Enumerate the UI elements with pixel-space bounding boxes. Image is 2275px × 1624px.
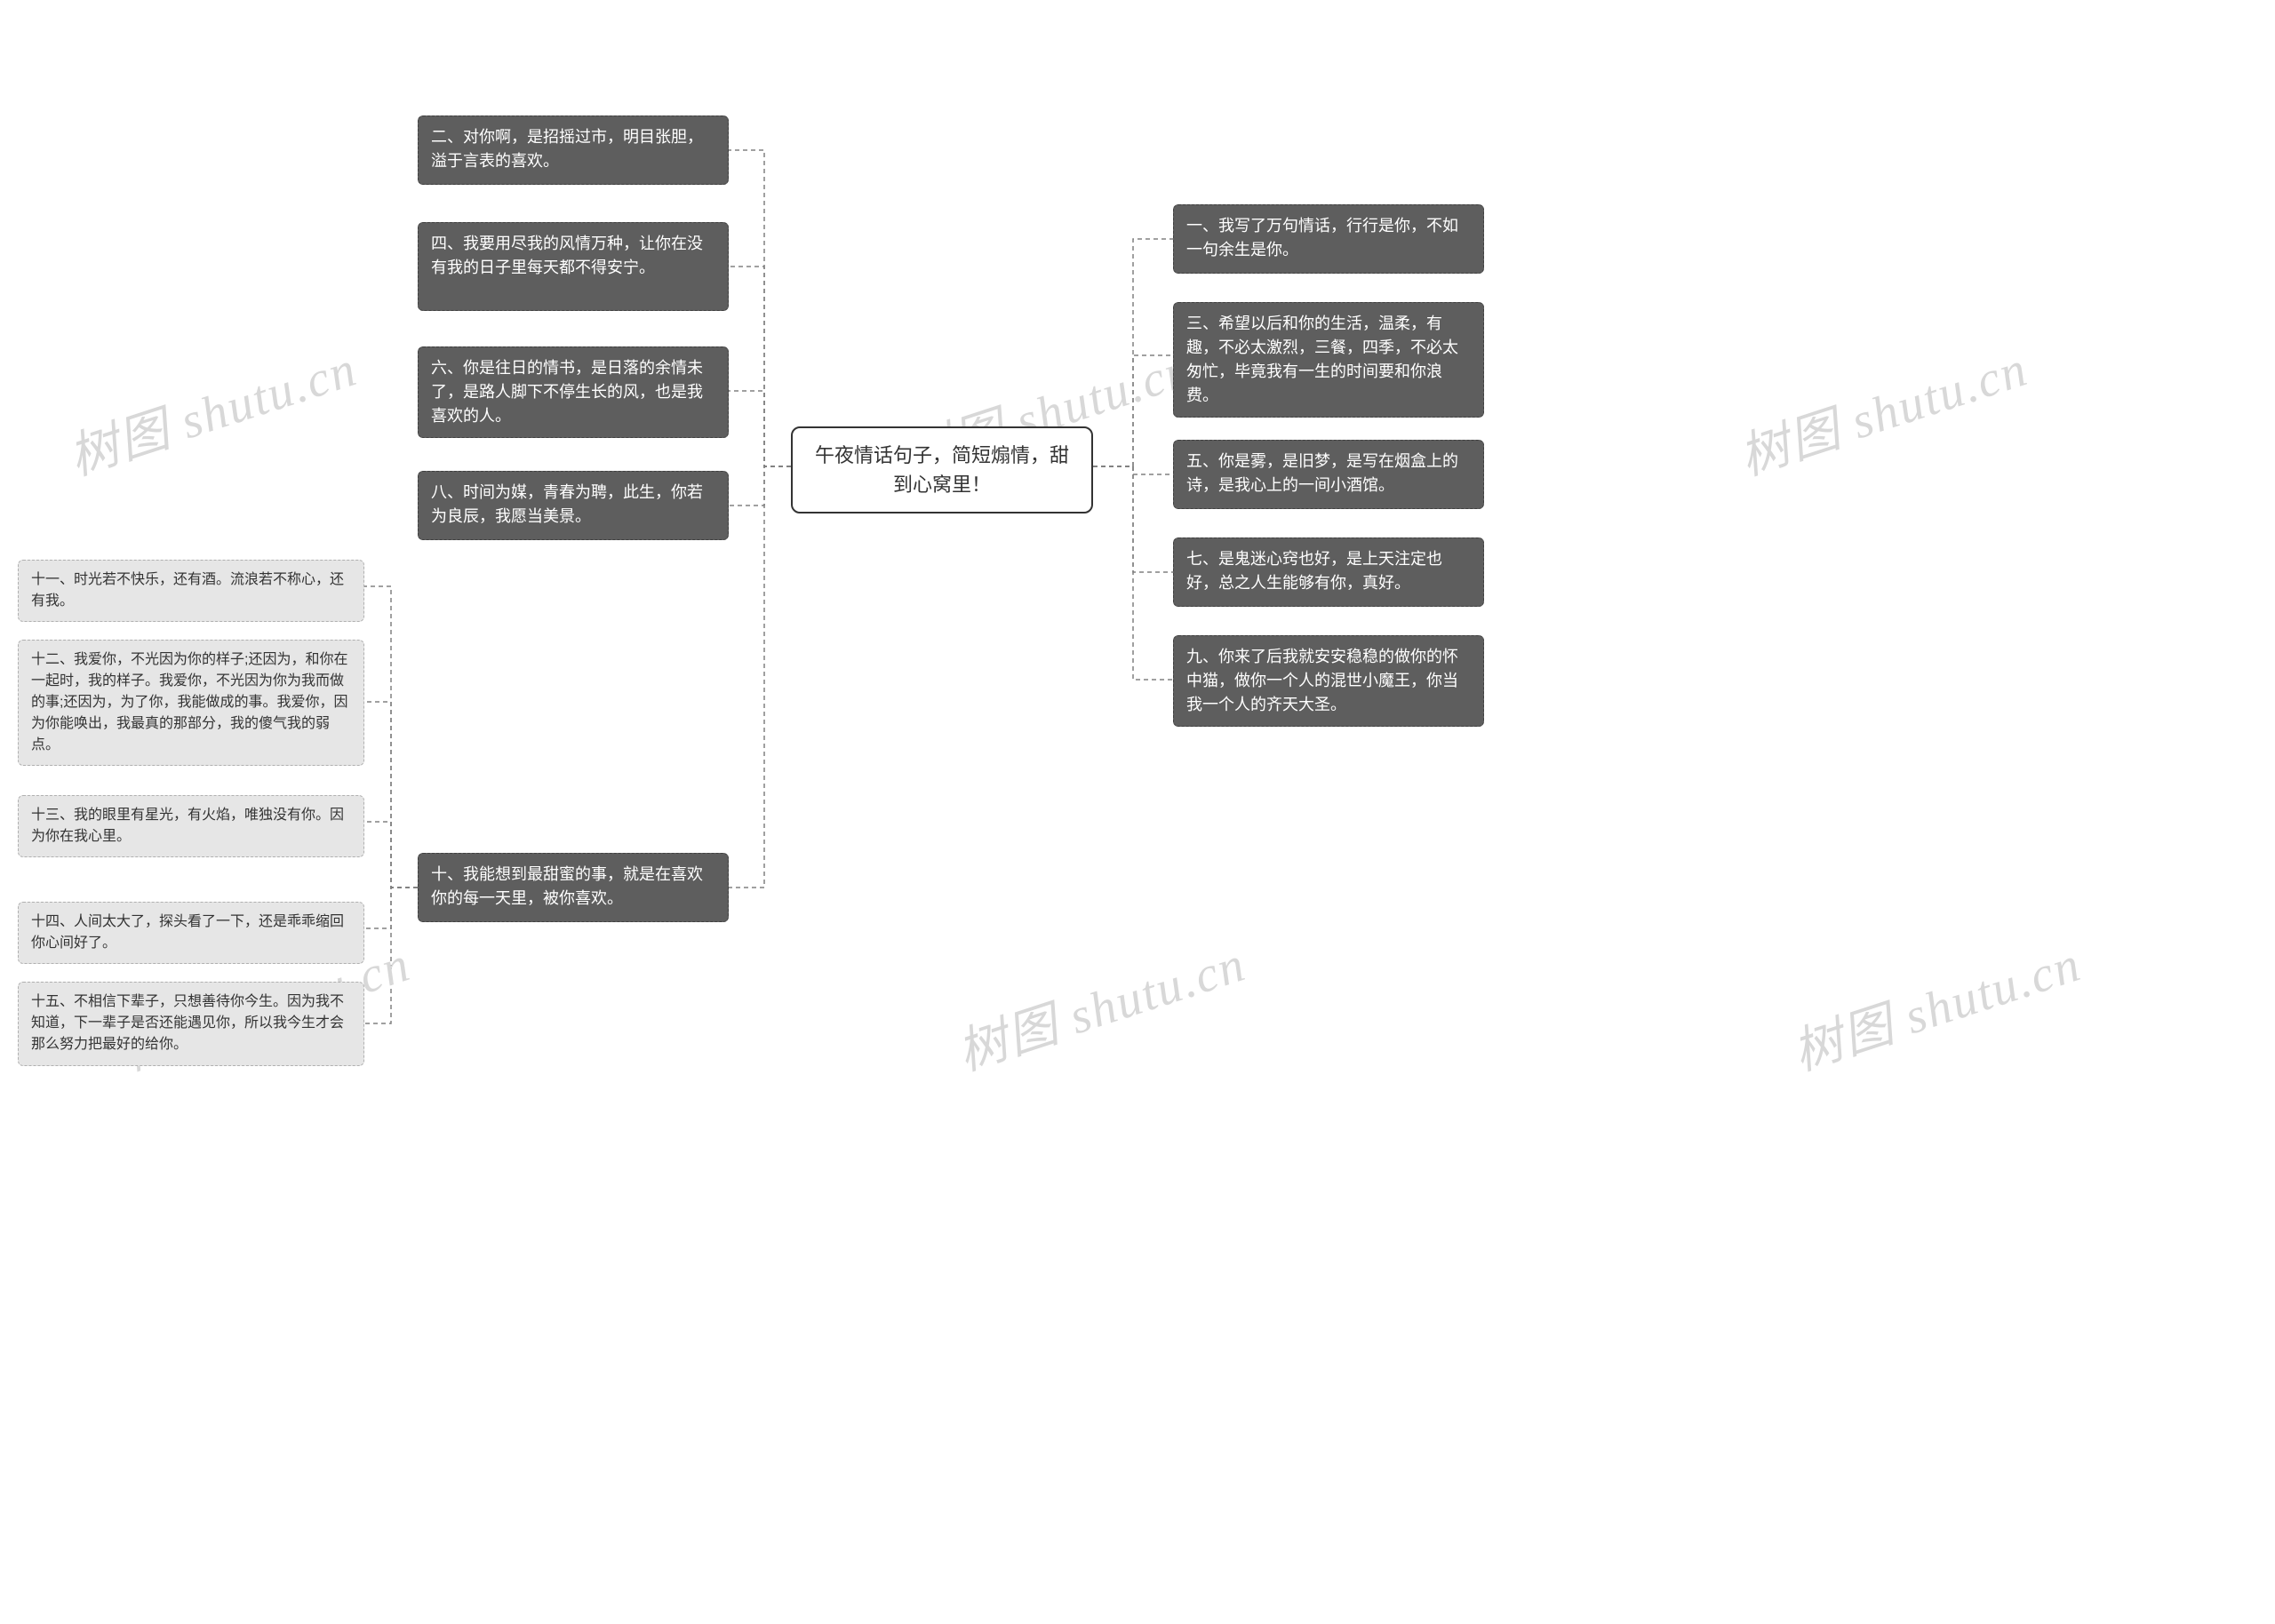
left-node-0[interactable]: 二、对你啊，是招摇过市，明目张胆，溢于言表的喜欢。 — [418, 115, 729, 185]
left-node-4[interactable]: 十、我能想到最甜蜜的事，就是在喜欢你的每一天里，被你喜欢。 — [418, 853, 729, 922]
sub-node-3[interactable]: 十四、人间太大了，探头看了一下，还是乖乖缩回你心间好了。 — [18, 902, 364, 964]
watermark-5: 树图 shutu.cn — [1783, 924, 2089, 1085]
sub-node-2[interactable]: 十三、我的眼里有星光，有火焰，唯独没有你。因为你在我心里。 — [18, 795, 364, 857]
right-node-2[interactable]: 五、你是雾，是旧梦，是写在烟盒上的诗，是我心上的一间小酒馆。 — [1173, 440, 1484, 509]
center-node[interactable]: 午夜情话句子，简短煽情，甜到心窝里！ — [791, 426, 1093, 513]
watermark-4: 树图 shutu.cn — [947, 924, 1254, 1085]
watermark-2: 树图 shutu.cn — [1729, 329, 2036, 490]
left-node-1[interactable]: 四、我要用尽我的风情万种，让你在没有我的日子里每天都不得安宁。 — [418, 222, 729, 311]
watermark-0: 树图 shutu.cn — [59, 329, 365, 490]
right-node-1[interactable]: 三、希望以后和你的生活，温柔，有趣，不必太激烈，三餐，四季，不必太匆忙，毕竟我有… — [1173, 302, 1484, 418]
right-node-4[interactable]: 九、你来了后我就安安稳稳的做你的怀中猫，做你一个人的混世小魔王，你当我一个人的齐… — [1173, 635, 1484, 727]
right-node-0[interactable]: 一、我写了万句情话，行行是你，不如一句余生是你。 — [1173, 204, 1484, 274]
right-node-3[interactable]: 七、是鬼迷心窍也好，是上天注定也好，总之人生能够有你，真好。 — [1173, 537, 1484, 607]
sub-node-4[interactable]: 十五、不相信下辈子，只想善待你今生。因为我不知道，下一辈子是否还能遇见你，所以我… — [18, 982, 364, 1066]
left-node-2[interactable]: 六、你是往日的情书，是日落的余情未了，是路人脚下不停生长的风，也是我喜欢的人。 — [418, 346, 729, 438]
left-node-3[interactable]: 八、时间为媒，青春为聘，此生，你若为良辰，我愿当美景。 — [418, 471, 729, 540]
sub-node-1[interactable]: 十二、我爱你，不光因为你的样子;还因为，和你在一起时，我的样子。我爱你，不光因为… — [18, 640, 364, 766]
sub-node-0[interactable]: 十一、时光若不快乐，还有酒。流浪若不称心，还有我。 — [18, 560, 364, 622]
